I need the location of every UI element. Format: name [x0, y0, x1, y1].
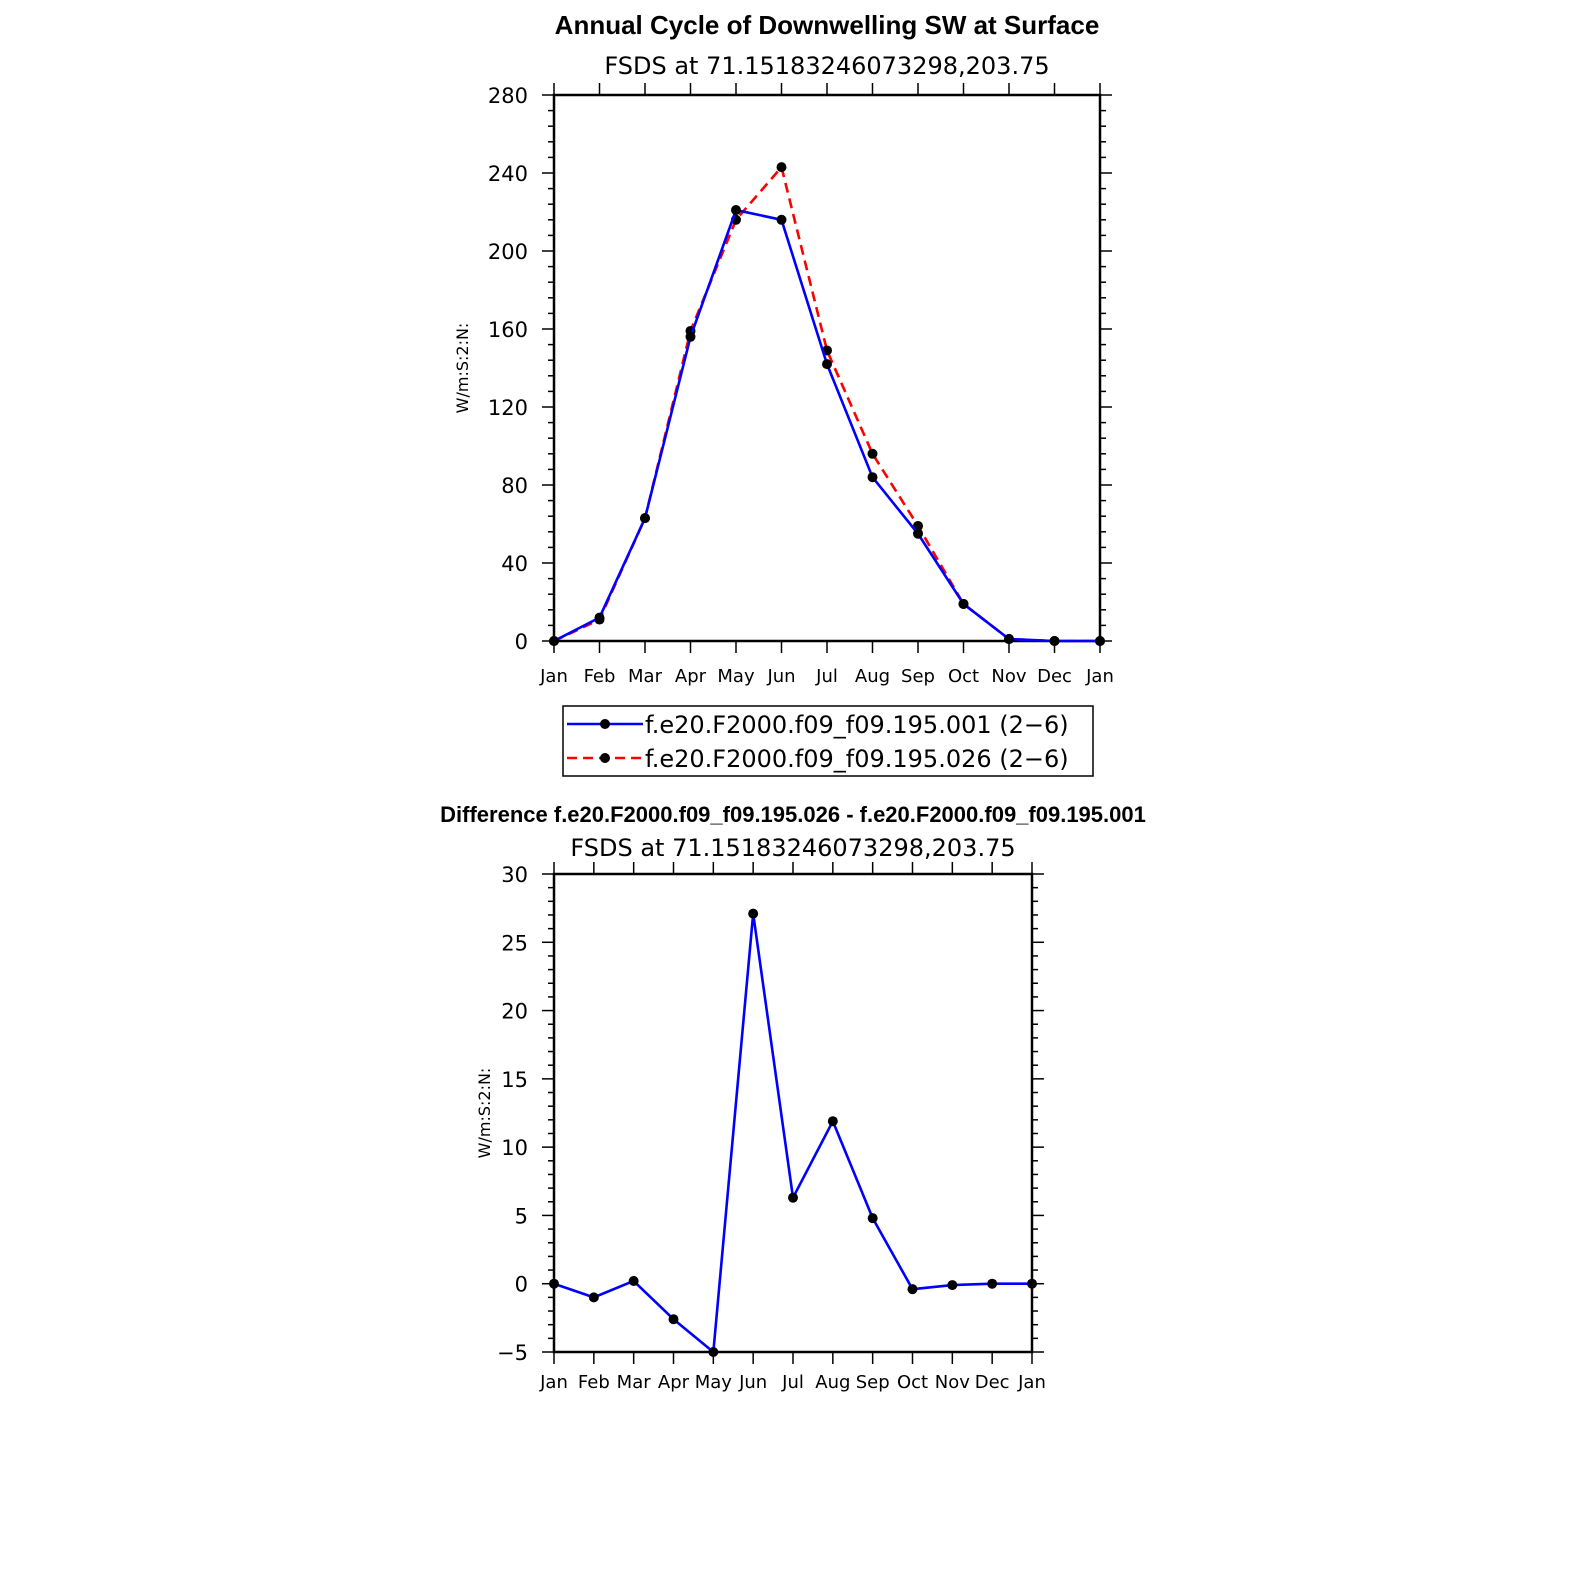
x-tick-label: Apr [675, 666, 707, 687]
y-tick-label: 5 [515, 1204, 528, 1228]
chart-2: Difference f.e20.F2000.f09_f09.195.026 -… [440, 802, 1146, 1393]
series-line-1 [553, 912, 1032, 1354]
x-tick-label: Dec [1037, 666, 1072, 687]
x-tick-label: Jul [781, 1372, 804, 1393]
data-point [907, 1284, 918, 1295]
y-tick-label: 280 [488, 84, 528, 108]
y-tick-label: 240 [488, 162, 528, 186]
data-point [668, 1314, 679, 1325]
data-point [594, 612, 605, 623]
x-tick-label: Aug [815, 1372, 850, 1393]
data-point [1027, 1278, 1037, 1289]
y-tick-label: 40 [501, 552, 528, 576]
x-tick-label: Jul [815, 666, 838, 687]
y-tick-label: −5 [497, 1341, 528, 1365]
x-tick-label: Jan [1085, 666, 1114, 687]
legend-marker [600, 719, 610, 729]
x-tick-label: Feb [584, 666, 616, 687]
data-point [1004, 634, 1014, 645]
y-axis-label: W/m:S:2:N: [475, 1068, 494, 1159]
x-tick-label: Jan [539, 666, 568, 687]
y-tick-label: 15 [501, 1068, 528, 1092]
x-tick-label: Dec [975, 1372, 1010, 1393]
y-tick-label: 20 [501, 1000, 528, 1024]
x-tick-label: Sep [901, 666, 935, 687]
x-tick-label: Apr [658, 1372, 690, 1393]
data-point [776, 162, 787, 173]
x-tick-label: Mar [628, 666, 663, 687]
y-axis-label: W/m:S:2:N: [453, 323, 472, 414]
data-point [1095, 636, 1105, 646]
data-point [867, 448, 878, 459]
data-point [1049, 636, 1060, 646]
data-point [685, 331, 696, 342]
x-tick-label: Nov [935, 1372, 970, 1393]
data-point [913, 520, 923, 531]
data-point [640, 513, 650, 524]
x-tick-label: Jan [1017, 1372, 1046, 1393]
data-point [867, 472, 878, 483]
x-tick-label: Oct [948, 666, 979, 687]
x-tick-label: Jun [738, 1372, 767, 1393]
data-point [958, 598, 969, 609]
data-point [867, 1213, 878, 1224]
legend-label-1: f.e20.F2000.f09_f09.195.001 (2−6) [645, 711, 1069, 739]
data-point [776, 214, 787, 225]
y-tick-label: 80 [501, 474, 528, 498]
legend-box [562, 705, 1094, 777]
x-tick-label: Jan [539, 1372, 568, 1393]
data-point [628, 1275, 639, 1286]
data-point [549, 636, 559, 646]
series-line-1 [553, 208, 1100, 643]
x-tick-label: Mar [617, 1372, 652, 1393]
chart-title: Difference f.e20.F2000.f09_f09.195.026 -… [440, 802, 1146, 827]
y-tick-label: 160 [488, 318, 528, 342]
x-tick-label: Nov [991, 666, 1026, 687]
x-tick-label: Aug [855, 666, 890, 687]
chart-title: Annual Cycle of Downwelling SW at Surfac… [555, 10, 1100, 40]
y-tick-label: 200 [488, 240, 528, 264]
x-tick-label: May [717, 666, 755, 687]
data-point [549, 1278, 559, 1289]
chart-subtitle: FSDS at 71.15183246073298,203.75 [604, 52, 1049, 80]
data-point [788, 1192, 798, 1203]
data-point [731, 205, 741, 216]
legend-marker [600, 753, 610, 763]
data-point [822, 359, 832, 370]
x-tick-label: May [695, 1372, 733, 1393]
series-line-2 [553, 165, 1100, 643]
y-tick-label: 10 [501, 1136, 528, 1160]
x-tick-label: Feb [578, 1372, 610, 1393]
y-tick-label: 25 [501, 931, 528, 955]
y-tick-label: 0 [515, 1273, 528, 1297]
x-tick-label: Jun [766, 666, 795, 687]
data-point [708, 1347, 719, 1357]
x-tick-label: Sep [856, 1372, 890, 1393]
data-point [827, 1116, 838, 1127]
legend: f.e20.F2000.f09_f09.195.001 (2−6) f.e20.F… [562, 705, 1094, 777]
legend-label-2: f.e20.F2000.f09_f09.195.026 (2−6) [645, 745, 1069, 773]
y-tick-label: 0 [515, 630, 528, 654]
data-point [748, 908, 759, 919]
plot-frame [552, 872, 1034, 1354]
data-point [913, 528, 923, 539]
chart-1: Annual Cycle of Downwelling SW at Surfac… [453, 10, 1114, 777]
chart-subtitle: FSDS at 71.15183246073298,203.75 [570, 834, 1015, 862]
x-tick-label: Oct [897, 1372, 928, 1393]
data-point [987, 1278, 998, 1289]
y-tick-label: 120 [488, 396, 528, 420]
data-point [947, 1280, 958, 1291]
y-tick-label: 30 [501, 863, 528, 887]
data-point [588, 1292, 599, 1303]
